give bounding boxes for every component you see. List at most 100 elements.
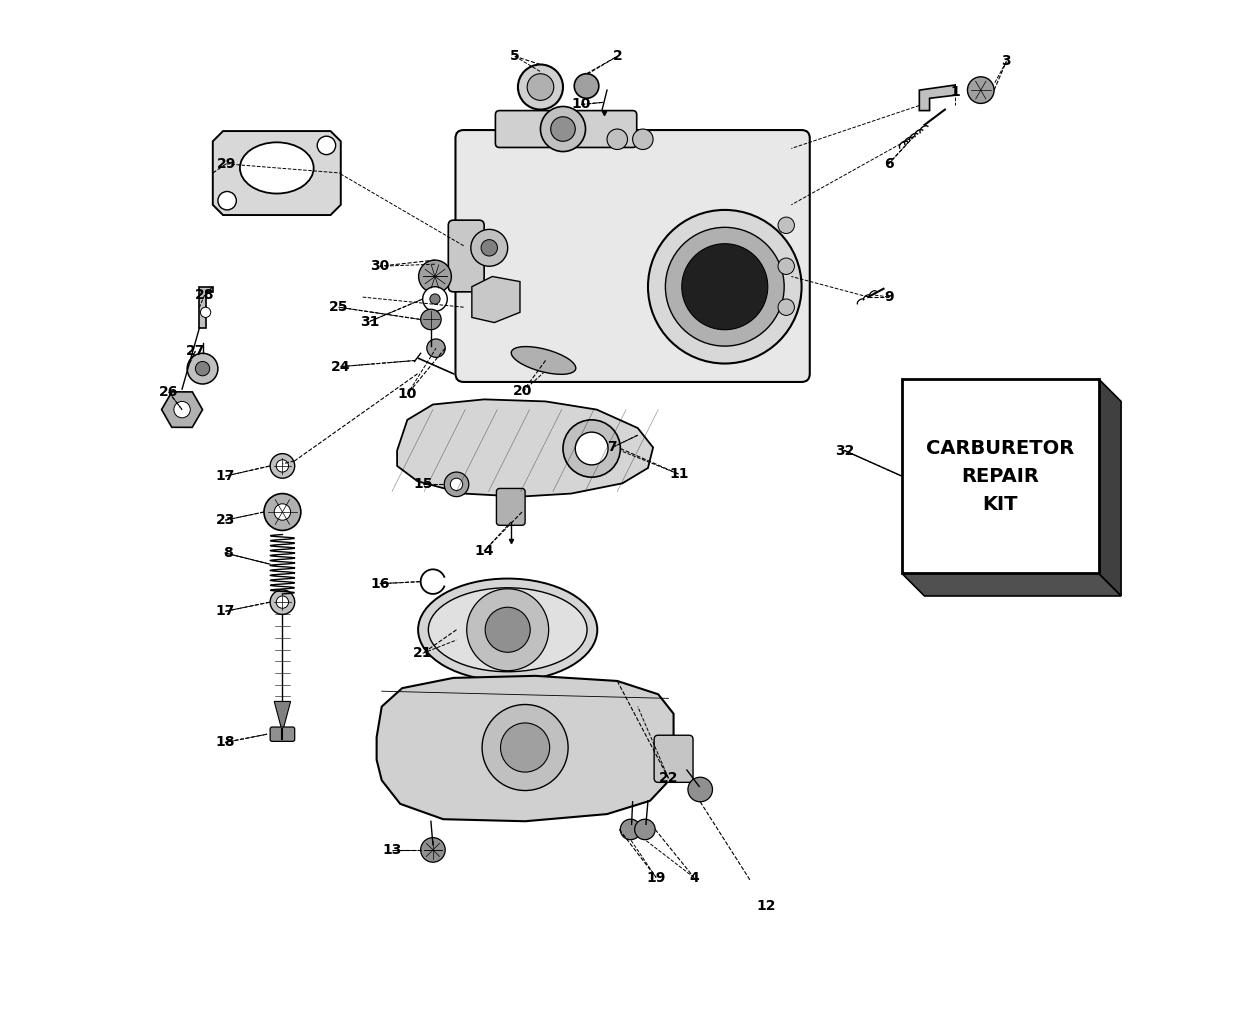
Circle shape xyxy=(276,596,289,608)
FancyBboxPatch shape xyxy=(448,220,484,292)
Ellipse shape xyxy=(428,588,587,672)
Circle shape xyxy=(968,77,994,103)
Circle shape xyxy=(527,74,553,100)
Circle shape xyxy=(620,819,641,840)
Ellipse shape xyxy=(240,142,314,194)
Text: 1: 1 xyxy=(950,85,960,99)
Text: 30: 30 xyxy=(370,259,389,273)
Text: 10: 10 xyxy=(572,97,591,112)
Text: 29: 29 xyxy=(216,157,236,171)
Text: 31: 31 xyxy=(360,314,379,329)
Polygon shape xyxy=(200,287,213,328)
Circle shape xyxy=(518,65,563,110)
FancyBboxPatch shape xyxy=(270,727,295,741)
Circle shape xyxy=(218,191,236,210)
Circle shape xyxy=(471,229,508,266)
Text: 17: 17 xyxy=(216,469,235,483)
Circle shape xyxy=(270,454,295,478)
Circle shape xyxy=(264,494,301,530)
Text: 19: 19 xyxy=(646,870,666,885)
Circle shape xyxy=(563,420,620,477)
Text: 20: 20 xyxy=(513,384,532,398)
Text: 17: 17 xyxy=(216,604,235,618)
Text: 28: 28 xyxy=(195,288,215,302)
Circle shape xyxy=(681,244,768,330)
Circle shape xyxy=(187,353,218,384)
Text: 25: 25 xyxy=(329,300,349,314)
Text: 3: 3 xyxy=(1001,54,1012,69)
Text: 24: 24 xyxy=(331,359,350,374)
Text: 8: 8 xyxy=(223,546,233,560)
FancyBboxPatch shape xyxy=(654,735,693,782)
Text: 6: 6 xyxy=(884,157,894,171)
Circle shape xyxy=(481,240,497,256)
Ellipse shape xyxy=(418,579,597,681)
Circle shape xyxy=(688,777,713,802)
Circle shape xyxy=(633,129,653,150)
Text: 2: 2 xyxy=(612,49,622,63)
Text: 18: 18 xyxy=(216,735,235,750)
Circle shape xyxy=(427,339,446,357)
Circle shape xyxy=(201,307,211,317)
Circle shape xyxy=(270,590,295,614)
Text: 13: 13 xyxy=(383,843,402,857)
Text: 4: 4 xyxy=(689,870,699,885)
Circle shape xyxy=(419,260,452,293)
Text: 14: 14 xyxy=(474,544,494,558)
Circle shape xyxy=(648,210,802,364)
Text: 10: 10 xyxy=(398,387,417,401)
Circle shape xyxy=(551,117,575,141)
Circle shape xyxy=(196,361,210,376)
Text: 12: 12 xyxy=(756,899,776,913)
Circle shape xyxy=(501,723,550,772)
Text: 23: 23 xyxy=(216,513,235,527)
FancyBboxPatch shape xyxy=(902,379,1098,573)
Circle shape xyxy=(174,401,191,418)
Circle shape xyxy=(665,227,784,346)
Circle shape xyxy=(276,460,289,472)
Text: 9: 9 xyxy=(884,290,894,304)
Polygon shape xyxy=(472,276,520,323)
Polygon shape xyxy=(376,676,674,821)
Text: 16: 16 xyxy=(370,577,389,591)
Circle shape xyxy=(467,589,548,671)
Text: 5: 5 xyxy=(510,49,520,63)
Text: 21: 21 xyxy=(413,646,433,660)
Circle shape xyxy=(482,705,569,791)
Text: 22: 22 xyxy=(659,771,678,785)
FancyBboxPatch shape xyxy=(497,488,525,525)
Circle shape xyxy=(541,106,586,152)
Text: 11: 11 xyxy=(669,467,689,481)
Circle shape xyxy=(451,478,463,490)
Polygon shape xyxy=(920,85,955,111)
Text: 15: 15 xyxy=(413,477,433,492)
Polygon shape xyxy=(1098,379,1121,596)
Polygon shape xyxy=(213,131,341,215)
Circle shape xyxy=(607,129,628,150)
Circle shape xyxy=(318,136,335,155)
Circle shape xyxy=(486,607,530,652)
Text: 32: 32 xyxy=(835,443,855,458)
Circle shape xyxy=(778,258,794,274)
FancyBboxPatch shape xyxy=(456,130,809,382)
Circle shape xyxy=(778,217,794,233)
Circle shape xyxy=(778,299,794,315)
Circle shape xyxy=(420,838,446,862)
Circle shape xyxy=(423,287,447,311)
Polygon shape xyxy=(902,573,1121,596)
Polygon shape xyxy=(397,399,653,497)
Circle shape xyxy=(575,74,599,98)
Text: 27: 27 xyxy=(186,344,205,358)
Circle shape xyxy=(575,432,607,465)
FancyBboxPatch shape xyxy=(496,111,636,147)
Text: 7: 7 xyxy=(607,440,617,455)
Ellipse shape xyxy=(511,346,576,375)
Text: 26: 26 xyxy=(159,385,178,399)
Circle shape xyxy=(275,504,291,520)
Text: CARBURETOR
REPAIR
KIT: CARBURETOR REPAIR KIT xyxy=(926,438,1074,514)
Circle shape xyxy=(430,294,441,304)
Circle shape xyxy=(420,309,441,330)
Circle shape xyxy=(444,472,469,497)
Polygon shape xyxy=(275,701,291,732)
Circle shape xyxy=(635,819,655,840)
